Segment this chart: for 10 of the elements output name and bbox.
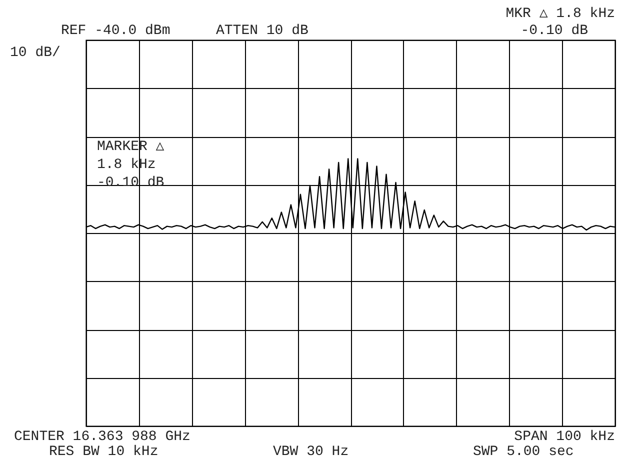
text: REF -40.0 dBm [61, 23, 170, 39]
text: SWP 5.00 sec [473, 444, 574, 459]
text: MKR △ 1.8 kHz [506, 6, 615, 22]
text: RES BW 10 kHz [49, 444, 158, 459]
text: -0.10 dB [520, 23, 588, 39]
text: 10 dB/ [10, 45, 60, 61]
text: SPAN 100 kHz [514, 429, 615, 445]
text: CENTER 16.363 988 GHz [14, 429, 190, 445]
text: ATTEN 10 dB [216, 23, 308, 39]
text: VBW 30 Hz [273, 444, 349, 459]
